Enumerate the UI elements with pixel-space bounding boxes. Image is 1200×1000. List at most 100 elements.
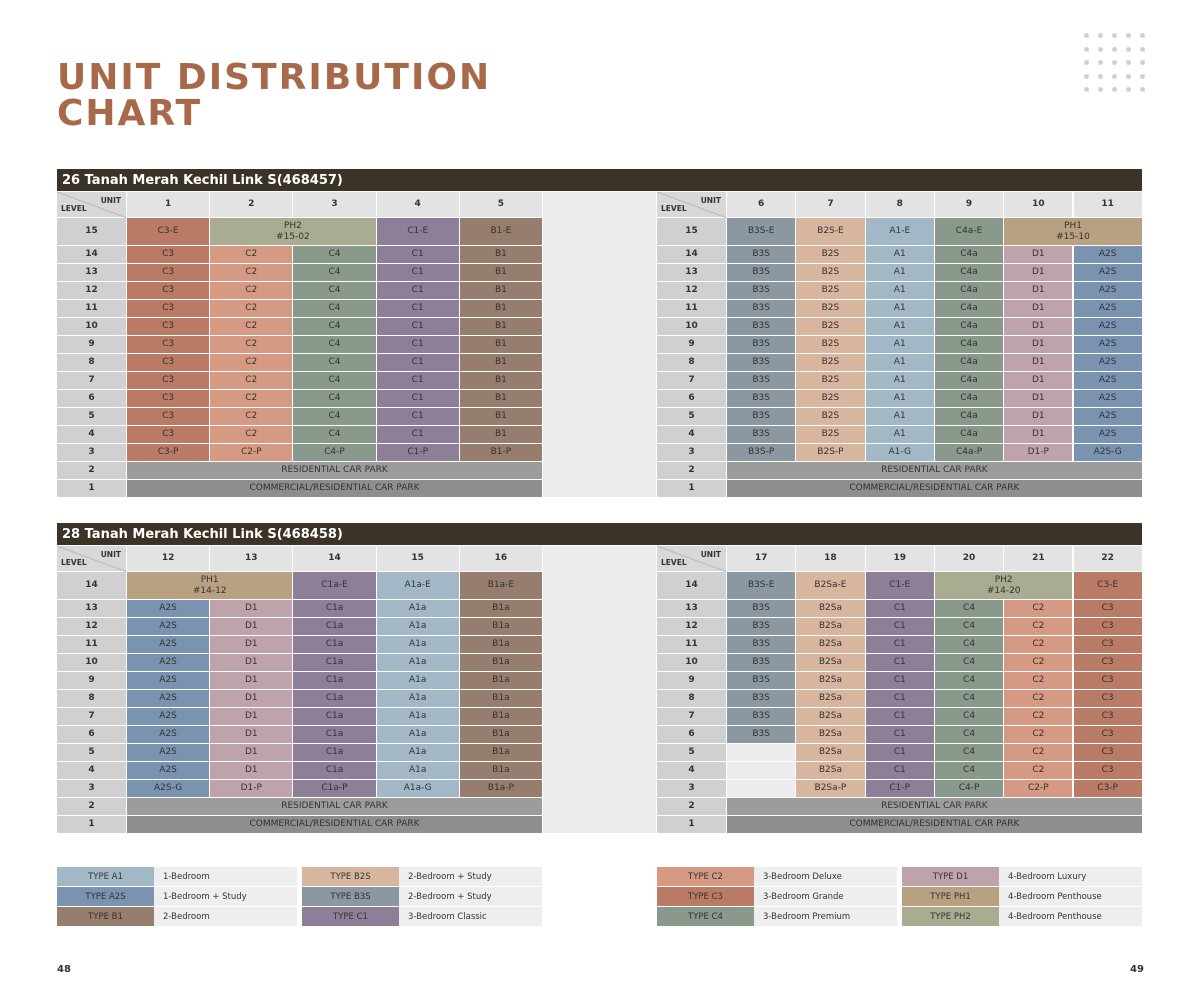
unit-cell: D1 xyxy=(210,708,294,726)
dot xyxy=(1112,73,1117,79)
unit-cell: C4a xyxy=(934,372,1005,390)
legend-description: 2-Bedroom + Study xyxy=(399,887,542,906)
unit-cell: C1 xyxy=(376,408,460,426)
unit-cell: C4 xyxy=(934,744,1005,762)
unit-cell: B1 xyxy=(459,354,543,372)
dot xyxy=(1126,73,1131,79)
car-park-band: RESIDENTIAL CAR PARK xyxy=(727,462,1143,480)
level-number: 6 xyxy=(57,390,127,408)
unit-cell: A2S xyxy=(127,744,211,762)
unit-cell: B2Sa xyxy=(796,654,866,672)
block-address-title: 28 Tanah Merah Kechil Link S(468458) xyxy=(57,523,1142,545)
unit-cell: C4a xyxy=(934,354,1005,372)
unit-cell: C4 xyxy=(934,690,1005,708)
legend-description: 2-Bedroom xyxy=(154,907,297,926)
unit-cell: PH2 #14-20 xyxy=(934,572,1074,600)
unit-cell: C3 xyxy=(127,282,211,300)
level-number: 5 xyxy=(57,744,127,762)
unit-cell: C3-E xyxy=(127,218,211,246)
unit-cell: C3 xyxy=(127,300,211,318)
unit-cell: D1 xyxy=(1004,318,1074,336)
unit-cell: D1 xyxy=(210,654,294,672)
unit-cell: C4 xyxy=(293,246,377,264)
empty-cell xyxy=(727,744,797,762)
unit-cell: C1 xyxy=(376,390,460,408)
unit-cell: C1 xyxy=(865,672,935,690)
unit-cell: A1a xyxy=(376,654,460,672)
unit-cell: C2 xyxy=(1004,672,1074,690)
dot xyxy=(1098,73,1103,79)
unit-cell: C1a-P xyxy=(293,780,377,798)
unit-header: 15 xyxy=(376,546,460,572)
unit-cell: D1 xyxy=(1004,246,1074,264)
unit-cell: C4 xyxy=(293,372,377,390)
unit-cell: A1a xyxy=(376,762,460,780)
unit-cell: A1-E xyxy=(865,218,935,246)
unit-cell: A1 xyxy=(865,372,935,390)
level-number: 12 xyxy=(57,282,127,300)
unit-cell: A2S xyxy=(1073,354,1143,372)
unit-cell: B3S xyxy=(727,708,797,726)
unit-cell: D1 xyxy=(210,690,294,708)
unit-header: 3 xyxy=(293,192,377,218)
level-number: 3 xyxy=(657,444,727,462)
car-park-band: COMMERCIAL/RESIDENTIAL CAR PARK xyxy=(727,816,1143,834)
unit-cell: A2S xyxy=(1073,264,1143,282)
unit-cell: C3 xyxy=(1073,654,1143,672)
unit-cell: C4 xyxy=(293,264,377,282)
unit-cell: C4 xyxy=(293,300,377,318)
title-line-2: CHART xyxy=(57,93,203,134)
unit-cell: C3 xyxy=(1073,636,1143,654)
legend-description: 4-Bedroom Penthouse xyxy=(999,887,1142,906)
level-number: 13 xyxy=(657,264,727,282)
level-label: LEVEL xyxy=(61,204,87,213)
unit-cell: B3S xyxy=(727,390,797,408)
level-number: 1 xyxy=(657,816,727,834)
dot xyxy=(1084,87,1089,92)
level-number: 8 xyxy=(57,354,127,372)
unit-cell: D1 xyxy=(1004,300,1074,318)
car-park-band: COMMERCIAL/RESIDENTIAL CAR PARK xyxy=(127,480,543,498)
unit-cell: D1 xyxy=(1004,336,1074,354)
unit-cell: A2S xyxy=(1073,390,1143,408)
unit-cell: C1a xyxy=(293,708,377,726)
unit-header: 13 xyxy=(210,546,294,572)
unit-cell: B3S xyxy=(727,600,797,618)
unit-header: 11 xyxy=(1073,192,1143,218)
unit-cell: C1a xyxy=(293,726,377,744)
unit-cell: C2-P xyxy=(210,444,294,462)
unit-cell: A1a xyxy=(376,690,460,708)
unit-cell: B3S xyxy=(727,282,797,300)
unit-cell: C4 xyxy=(293,318,377,336)
dot xyxy=(1098,46,1103,52)
unit-cell: D1 xyxy=(210,726,294,744)
unit-cell: C1a xyxy=(293,690,377,708)
unit-cell: B2S xyxy=(796,390,866,408)
unit-cell: D1 xyxy=(210,762,294,780)
legend-swatch: TYPE B2S xyxy=(302,867,399,886)
unit-cell: C1-E xyxy=(376,218,460,246)
unit-cell: A2S xyxy=(127,690,211,708)
unit-cell: A1a-G xyxy=(376,780,460,798)
unit-cell: B1 xyxy=(459,264,543,282)
unit-cell: B1 xyxy=(459,336,543,354)
unit-cell: B1a xyxy=(459,708,543,726)
unit-cell: C2-P xyxy=(1004,780,1074,798)
unit-cell: C3 xyxy=(127,336,211,354)
unit-cell: D1 xyxy=(1004,426,1074,444)
unit-header: 14 xyxy=(293,546,377,572)
unit-cell: C1 xyxy=(865,744,935,762)
unit-cell: A2S xyxy=(127,600,211,618)
unit-cell: B2Sa xyxy=(796,636,866,654)
level-number: 13 xyxy=(57,264,127,282)
car-park-band: COMMERCIAL/RESIDENTIAL CAR PARK xyxy=(727,480,1143,498)
unit-cell: C1 xyxy=(865,654,935,672)
block-address-title: 26 Tanah Merah Kechil Link S(468457) xyxy=(57,169,1142,191)
legend-swatch: TYPE C1 xyxy=(302,907,399,926)
unit-cell: A1 xyxy=(865,408,935,426)
unit-cell: C4a-P xyxy=(934,444,1005,462)
unit-cell: A2S xyxy=(1073,318,1143,336)
level-number: 11 xyxy=(657,300,727,318)
unit-cell: C1 xyxy=(376,282,460,300)
car-park-band: RESIDENTIAL CAR PARK xyxy=(127,462,543,480)
